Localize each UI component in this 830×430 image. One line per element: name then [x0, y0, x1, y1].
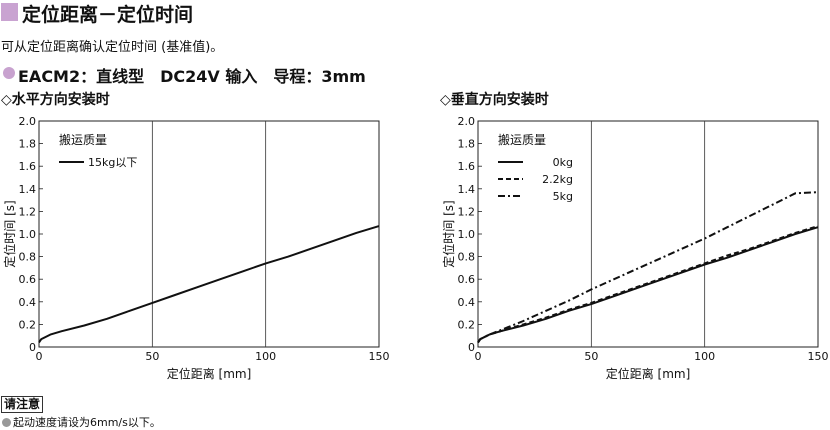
y-tick-label: 1.8 [19, 138, 37, 151]
y-tick-label: 1.2 [458, 205, 476, 218]
y-tick-label: 0 [468, 341, 475, 354]
legend-label-3: 5kg [553, 190, 573, 203]
x-tick-label: 100 [694, 350, 715, 363]
y-tick-label: 0.8 [19, 251, 37, 264]
chart-horizontal-mount: 0 0.2 0.4 0.6 0.8 1.0 1.2 1.4 1.6 1.8 2.0 0 50 100 150… [2, 115, 390, 381]
y-tick-label: 1.4 [458, 183, 476, 196]
note-bullet-icon [2, 418, 11, 427]
x-axis-label: 定位距离 [mm] [167, 366, 252, 381]
y-axis-label: 定位时间 [s] [2, 200, 17, 267]
legend-label-2: 2.2kg [542, 173, 573, 186]
model-spec: EACM2：直线型 DC24V 输入 导程：3mm [18, 67, 366, 86]
chart-title-vertical: ◇垂直方向安装时 [440, 92, 549, 108]
legend-label-1: 15kg以下 [88, 156, 137, 169]
x-tick-label: 50 [584, 350, 598, 363]
title-marker [1, 3, 18, 21]
x-tick-label: 0 [36, 350, 43, 363]
plot-area [477, 120, 819, 348]
y-axis-label: 定位时间 [s] [441, 200, 456, 267]
y-tick-label: 0.4 [19, 296, 37, 309]
plot-area [38, 120, 380, 348]
note-text: 起动速度请设为6mm/s以下。 [13, 416, 161, 429]
legend-label-1: 0kg [553, 156, 573, 169]
y-tick-label: 1.6 [458, 160, 476, 173]
y-tick-label: 1.0 [458, 228, 476, 241]
y-tick-label: 1.6 [19, 160, 37, 173]
series-line-3 [477, 191, 819, 344]
y-tick-label: 1.8 [458, 138, 476, 151]
series-line-1 [38, 225, 380, 344]
legend-title: 搬运质量 [498, 132, 546, 147]
x-tick-label: 150 [369, 350, 390, 363]
chart-vertical-mount: 0 0.2 0.4 0.6 0.8 1.0 1.2 1.4 1.6 1.8 2.0 0 50 100 150… [441, 115, 829, 381]
y-tick-label: 0.4 [458, 296, 476, 309]
note-label: 请注意 [1, 396, 44, 413]
y-tick-label: 2.0 [458, 115, 476, 128]
x-tick-label: 0 [475, 350, 482, 363]
y-tick-label: 0.2 [19, 318, 37, 331]
y-tick-label: 0.6 [19, 273, 37, 286]
y-tick-label: 1.2 [19, 205, 37, 218]
y-tick-label: 0.6 [458, 273, 476, 286]
page-title: 定位距离－定位时间 [22, 4, 194, 26]
y-tick-label: 2.0 [19, 115, 37, 128]
page-subtitle: 可从定位距离确认定位时间 (基准值)。 [1, 40, 224, 55]
x-tick-label: 50 [145, 350, 159, 363]
y-tick-label: 1.0 [19, 228, 37, 241]
y-tick-label: 0 [29, 341, 36, 354]
y-tick-label: 1.4 [19, 183, 37, 196]
model-bullet-icon [3, 67, 15, 79]
series-line-2 [477, 225, 819, 344]
x-tick-label: 150 [808, 350, 829, 363]
x-tick-label: 100 [255, 350, 276, 363]
chart-title-horizontal: ◇水平方向安装时 [1, 92, 110, 108]
y-tick-label: 0.8 [458, 251, 476, 264]
legend-title: 搬运质量 [59, 132, 107, 147]
x-axis-label: 定位距离 [mm] [606, 366, 691, 381]
y-tick-label: 0.2 [458, 318, 476, 331]
